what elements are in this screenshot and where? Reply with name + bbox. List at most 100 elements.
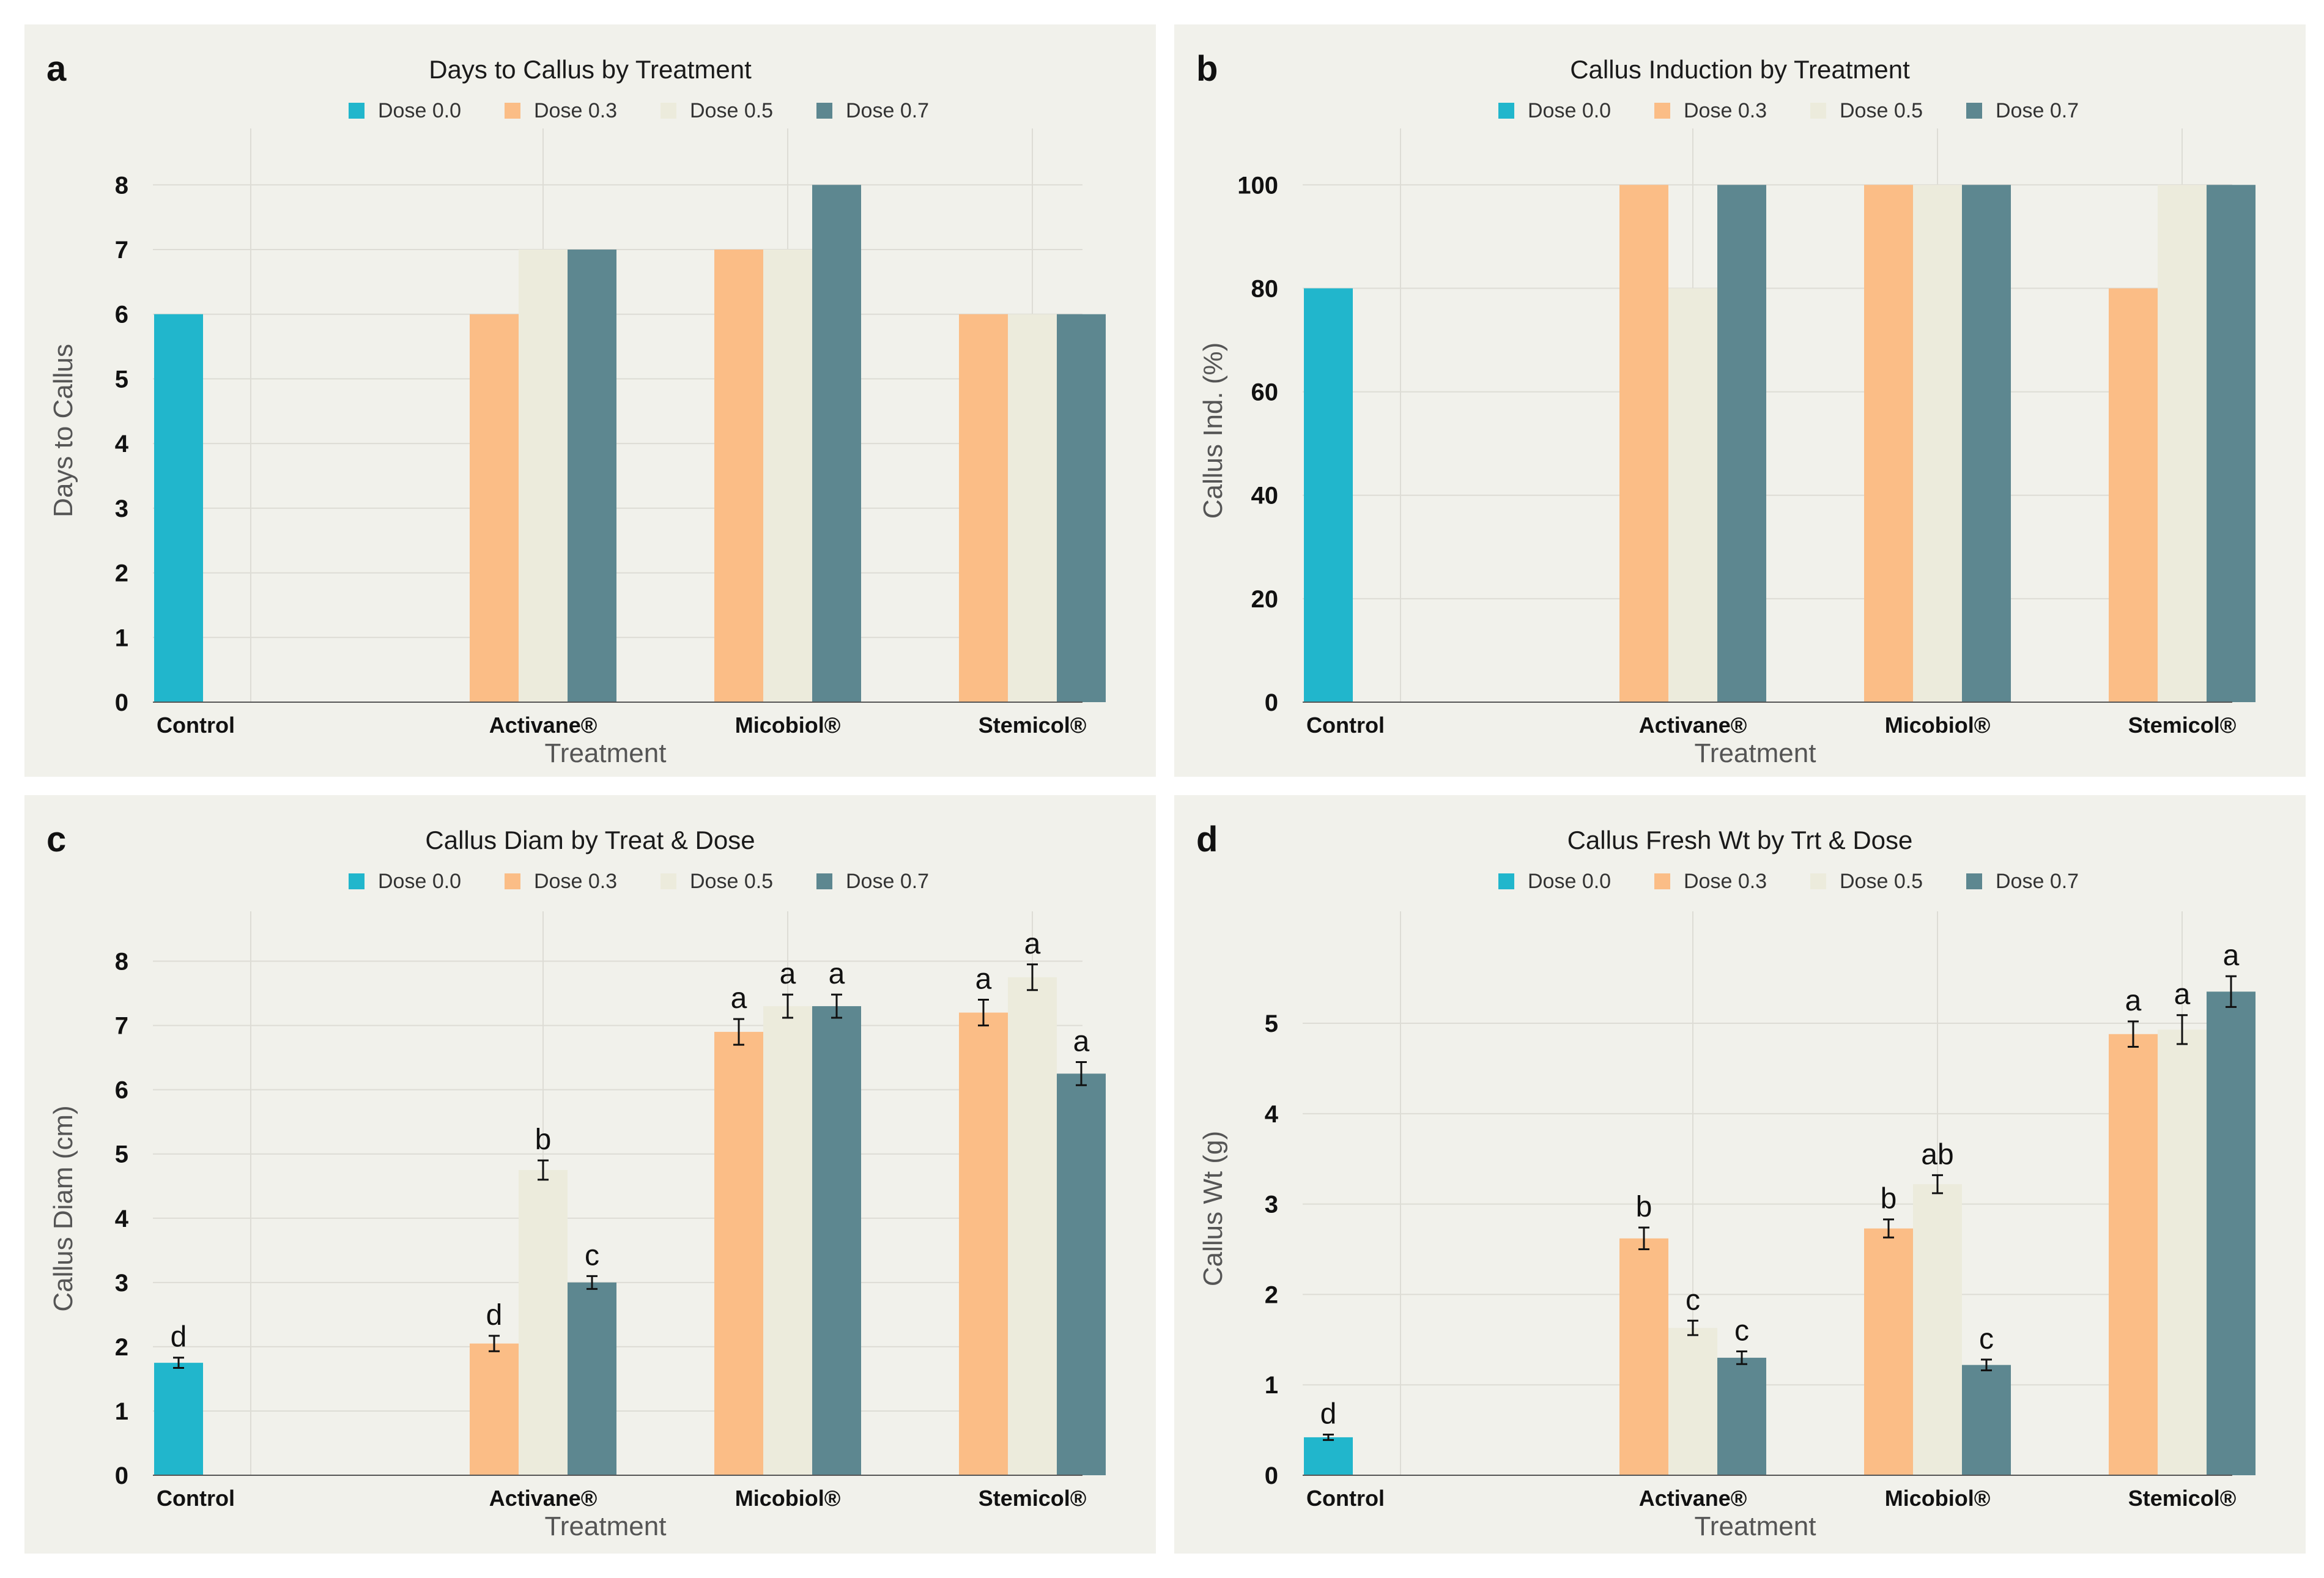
y-tick-label: 5 [115,366,128,393]
legend-label: Dose 0.3 [534,99,617,122]
error-bar [1932,1174,1943,1195]
chart-a: a Days to Callus by Treatment Dose 0.0 Dose… [46,49,1106,768]
legend-swatch [816,873,832,889]
significance-label: ab [1921,1138,1953,1171]
x-tick-label: Activane® [489,713,598,738]
error-bar [1323,1433,1334,1441]
bar [2158,1029,2207,1475]
legend-swatch [505,103,520,119]
error-bar [2177,1014,2188,1045]
bar [568,250,616,702]
bar [470,314,519,702]
bar [1717,1357,1766,1475]
error-bar [1027,963,1038,991]
error-bar [1736,1350,1747,1365]
chart-title: Days to Callus by Treatment [429,55,752,84]
x-tick-label: Micobiol® [735,1486,841,1511]
legend-swatch [349,873,365,889]
y-tick-label: 60 [1251,379,1279,406]
significance-label: a [829,958,845,990]
x-tick-label: Control [157,713,235,738]
significance-label: a [1073,1025,1090,1058]
panel-a: a Days to Callus by Treatment Dose 0.0 Dose… [24,24,1156,777]
bar [1619,1238,1668,1475]
bar [1962,1365,2011,1475]
bar [2207,185,2256,702]
chart-title: Callus Diam by Treat & Dose [425,826,755,854]
y-tick-label: 100 [1237,172,1278,199]
error-bar [978,999,989,1027]
y-tick-label: 4 [115,431,129,457]
bar [959,314,1008,702]
significance-label: a [2125,985,2142,1017]
y-tick-label: 1 [115,624,128,651]
legend-swatch [1966,873,1982,889]
legend-swatch [661,873,676,889]
bar [1304,288,1353,702]
y-tick-label: 4 [1265,1101,1279,1128]
bar [519,1169,568,1475]
bar [1962,185,2011,702]
legend-label: Dose 0.0 [378,870,461,893]
legend-swatch [1498,103,1514,119]
error-bar [2226,975,2237,1008]
y-tick-label: 7 [115,1013,128,1040]
y-tick-label: 80 [1251,275,1279,302]
y-axis-label: Callus Wt (g) [1198,1131,1228,1286]
significance-label: c [585,1239,599,1272]
bar [1717,185,1766,702]
legend-label: Dose 0.5 [690,870,773,893]
error-bar [1883,1218,1894,1239]
x-tick-label: Control [1306,1486,1385,1511]
y-tick-label: 3 [1265,1191,1278,1218]
legend-swatch [661,103,676,119]
y-tick-label: 0 [115,689,128,716]
significance-label: a [2223,939,2240,972]
error-bar [538,1159,549,1181]
y-tick-label: 7 [115,237,128,264]
bar [2109,1034,2158,1475]
chart-c: c Callus Diam by Treat & Dose Dose 0.0 Dose… [46,820,1106,1541]
x-tick-label: Activane® [1639,713,1747,738]
legend-swatch [505,873,520,889]
legend-label: Dose 0.0 [1528,99,1611,122]
bar [959,1012,1008,1475]
significance-label: b [1881,1183,1897,1215]
bar [519,250,568,702]
y-tick-label: 2 [115,1334,128,1361]
bar [763,1006,812,1475]
panel-letter: a [46,49,67,89]
legend-label: Dose 0.0 [378,99,461,122]
chart-title: Callus Induction by Treatment [1570,55,1910,84]
y-tick-label: 3 [115,495,128,522]
x-tick-label: Activane® [1639,1486,1747,1511]
x-tick-label: Stemicol® [979,713,1087,738]
significance-label: a [2174,979,2191,1011]
legend-label: Dose 0.7 [846,99,929,122]
x-axis-label: Treatment [545,1511,667,1541]
y-tick-label: 8 [115,949,128,976]
legend-label: Dose 0.5 [1840,870,1923,893]
y-tick-label: 6 [115,1077,128,1104]
bar [1057,1073,1106,1475]
significance-label: a [1024,928,1041,960]
y-axis-label: Callus Diam (cm) [48,1105,78,1311]
bar [763,250,812,702]
error-bar [489,1335,500,1352]
bar [1913,185,1962,702]
legend-swatch [349,103,365,119]
bar [1008,977,1057,1475]
error-bar [831,993,842,1019]
y-axis-label: Callus Ind. (%) [1198,343,1228,519]
y-tick-label: 0 [115,1462,128,1489]
y-tick-label: 40 [1251,483,1279,509]
bar [812,185,861,702]
legend-swatch [816,103,832,119]
bar [1304,1437,1353,1475]
x-tick-label: Stemicol® [2128,1486,2237,1511]
error-bar [1638,1226,1649,1251]
bar [1668,1328,1717,1475]
x-axis-label: Treatment [545,738,667,768]
panel-letter: b [1196,49,1218,89]
bar [154,1363,203,1475]
